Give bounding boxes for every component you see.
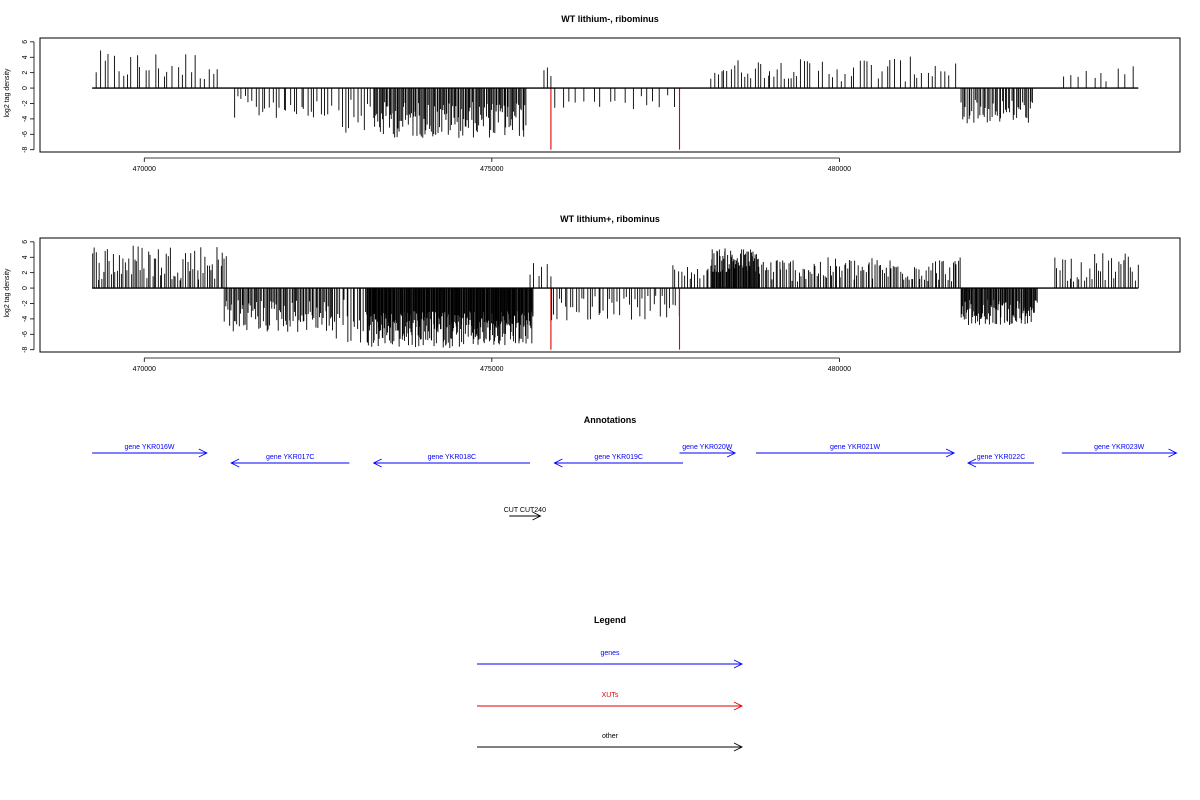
x-tick-label: 475000 (480, 166, 503, 173)
y-axis: 6 4 2 0 -2 -4 -6 -8 (22, 40, 35, 153)
feature-arrow-head (372, 458, 382, 468)
y-tick-label: -2 (22, 300, 29, 306)
legend-label: genes (600, 650, 620, 657)
density-panel-lithium-minus: WT lithium-, ribominus log2 tag density … (4, 14, 1181, 173)
legend-item: XUTs (477, 692, 744, 711)
feature-arrow-head (966, 458, 977, 468)
feature-arrow-head (532, 511, 542, 521)
feature-label: gene YKR016W (124, 444, 174, 451)
y-tick-label: -4 (22, 316, 29, 322)
y-tick-label: 0 (22, 86, 29, 90)
feature-arrow: gene YKR023W (1061, 444, 1178, 458)
feature-arrow-head (553, 458, 563, 468)
legend-label: other (602, 733, 619, 740)
y-tick-label: 6 (22, 40, 29, 44)
y-axis-label: log2 tag density (4, 268, 11, 318)
feature-label: gene YKR017C (266, 454, 315, 461)
y-axis: 6 4 2 0 -2 -4 -6 -8 (22, 240, 35, 353)
plot-frame (39, 37, 1181, 153)
y-tick-label: 4 (22, 255, 29, 259)
y-tick-label: 6 (22, 240, 29, 244)
legend-arrow-head (733, 701, 744, 711)
feature-label: gene YKR022C (977, 454, 1026, 461)
density-bars (92, 50, 1139, 150)
x-axis: 470000 475000 480000 (133, 157, 851, 173)
y-tick-label: -4 (22, 116, 29, 122)
legend-title: Legend (594, 615, 626, 625)
feature-label: gene YKR021W (830, 444, 880, 451)
x-tick-label: 480000 (828, 166, 851, 173)
legend-arrow-head (733, 742, 744, 752)
feature-arrow: gene YKR020W (679, 444, 737, 458)
y-tick-label: 2 (22, 271, 29, 275)
y-tick-label: 2 (22, 71, 29, 75)
density-bars (92, 245, 1139, 350)
x-tick-label: 470000 (133, 366, 156, 373)
y-tick-label: 0 (22, 286, 29, 290)
plot-frame (39, 237, 1181, 353)
x-axis: 470000 475000 480000 (133, 357, 851, 373)
feature-label: gene YKR018C (428, 454, 477, 461)
feature-arrow-head (726, 448, 737, 458)
density-panel-lithium-plus: WT lithium+, ribominus log2 tag density … (4, 214, 1181, 373)
feature-arrow-head (230, 458, 240, 468)
x-tick-label: 470000 (133, 166, 156, 173)
legend: Legend genes XUTs other (477, 615, 744, 752)
feature-arrow-head (1168, 448, 1178, 458)
y-tick-label: -8 (22, 346, 29, 352)
feature-arrow: gene YKR017C (230, 454, 350, 468)
legend-item: other (477, 733, 744, 752)
feature-label: gene YKR019C (594, 454, 643, 461)
feature-arrow: gene YKR016W (92, 444, 208, 458)
feature-arrow-head (945, 448, 956, 458)
legend-items: genes XUTs other (477, 650, 744, 752)
legend-arrow-head (733, 659, 744, 669)
feature-arrow-head (198, 448, 208, 458)
legend-label: XUTs (602, 692, 619, 699)
feature-arrow: gene YKR018C (372, 454, 531, 468)
feature-label: gene YKR020W (682, 444, 732, 451)
feature-arrow: gene YKR022C (966, 454, 1035, 468)
feature-arrow: gene YKR021W (755, 444, 956, 458)
feature-list: gene YKR016W gene YKR017C gene YKR018C gene… (92, 444, 1178, 521)
feature-arrow: CUT CUT240 (504, 507, 546, 521)
panel-title: WT lithium-, ribominus (561, 14, 659, 24)
y-tick-label: -6 (22, 331, 29, 337)
y-axis-label: log2 tag density (4, 68, 11, 118)
panel-title: WT lithium+, ribominus (560, 214, 660, 224)
y-tick-label: -6 (22, 131, 29, 137)
annotations-title: Annotations (584, 415, 637, 425)
y-tick-label: 4 (22, 55, 29, 59)
x-tick-label: 475000 (480, 366, 503, 373)
feature-label: gene YKR023W (1094, 444, 1144, 451)
legend-item: genes (477, 650, 744, 669)
feature-arrow: gene YKR019C (553, 454, 683, 468)
y-tick-label: -2 (22, 100, 29, 106)
x-tick-label: 480000 (828, 366, 851, 373)
feature-label: CUT CUT240 (504, 507, 546, 514)
y-tick-label: -8 (22, 146, 29, 152)
